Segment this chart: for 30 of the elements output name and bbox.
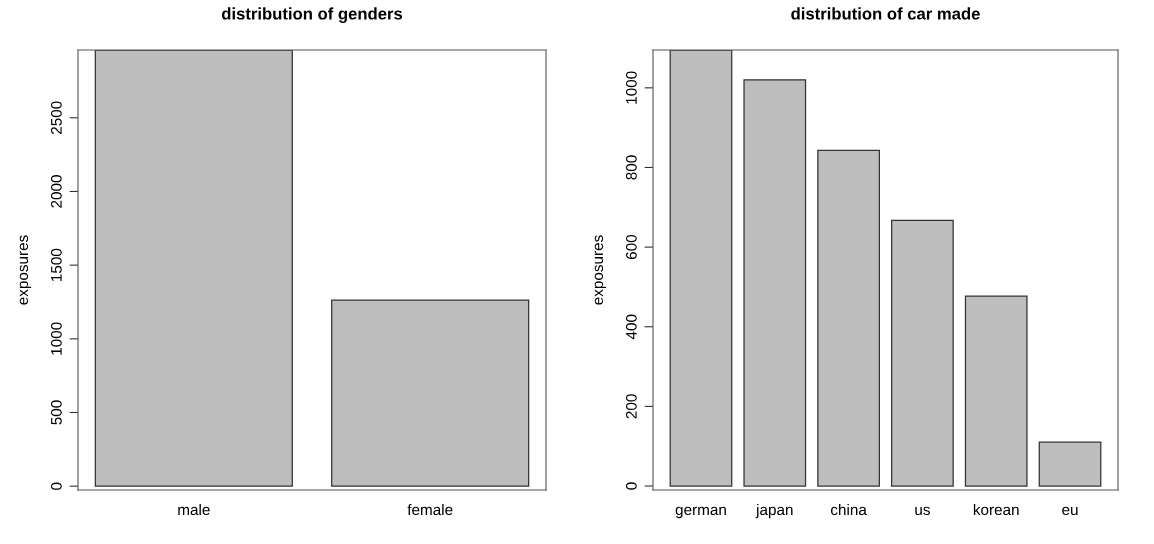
y-tick-label: 400 bbox=[625, 314, 637, 340]
chart-title: distribution of genders bbox=[221, 7, 403, 23]
bar bbox=[817, 149, 880, 487]
bar bbox=[669, 50, 733, 487]
x-tick-label: female bbox=[407, 503, 453, 516]
y-tick-label: 600 bbox=[625, 234, 637, 260]
y-tick-label: 1000 bbox=[50, 322, 62, 355]
chart-title: distribution of car made bbox=[791, 7, 980, 20]
x-tick-label: japan bbox=[755, 503, 793, 519]
y-tick-label: 500 bbox=[50, 400, 62, 425]
bar bbox=[964, 295, 1028, 487]
y-tick-label: 800 bbox=[625, 155, 637, 180]
y-tick-label: 2500 bbox=[50, 101, 62, 135]
y-tick-label: 0 bbox=[625, 482, 637, 490]
y-tick-label: 0 bbox=[50, 482, 62, 490]
x-tick-label: korean bbox=[973, 503, 1019, 516]
y-tick-label: 1000 bbox=[625, 71, 637, 104]
x-tick-label: us bbox=[915, 506, 930, 516]
x-tick-label: german bbox=[675, 506, 726, 519]
y-axis-title: exposures bbox=[594, 235, 607, 305]
y-tick-label: 200 bbox=[625, 394, 637, 419]
bar bbox=[891, 219, 954, 487]
y-tick-label: 2000 bbox=[50, 175, 62, 208]
bar bbox=[743, 79, 807, 487]
y-axis-title: exposures bbox=[19, 235, 32, 305]
x-tick-label: eu bbox=[1062, 506, 1078, 516]
y-tick-label: 1500 bbox=[50, 248, 62, 281]
x-tick-label: male bbox=[178, 503, 210, 516]
bar bbox=[1038, 441, 1102, 487]
x-tick-label: china bbox=[830, 503, 867, 516]
